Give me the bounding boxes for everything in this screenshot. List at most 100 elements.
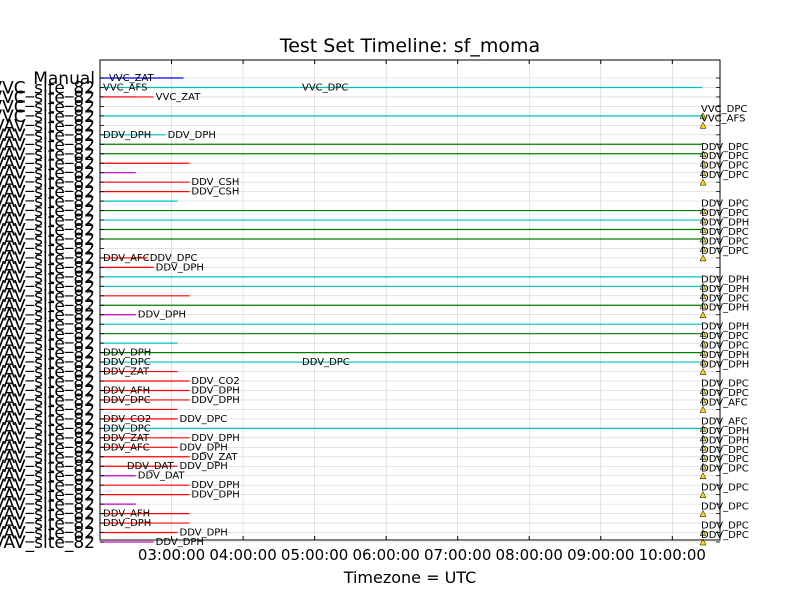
end-marker-triangle <box>699 169 707 176</box>
end-marker-triangle <box>699 528 707 536</box>
y-row-label: VVC_site_82 <box>0 88 95 108</box>
y-row-label: VAV_site_82 <box>0 126 95 146</box>
end-marker-triangle <box>699 358 707 366</box>
end-marker-label: DDV_DPC <box>701 530 749 541</box>
y-row-label: VAV_site_82 <box>0 249 95 269</box>
end-marker-triangle <box>699 282 707 290</box>
y-row-label: VAV_site_82 <box>0 325 95 345</box>
end-marker-label: DDV_DPC <box>701 388 749 399</box>
end-marker-label: DDV_DPC <box>701 483 749 494</box>
task-bars <box>100 77 703 543</box>
y-row-label: VAV_site_82 <box>0 334 95 354</box>
end-marker-label: VVC_AFS <box>701 113 745 124</box>
end-markers: VVC_DPCVVC_AFSDDV_DPCDDV_DPCDDV_DPCDDV_D… <box>699 104 749 546</box>
y-row-label: VAV_site_82 <box>0 457 95 477</box>
end-marker-triangle <box>699 405 707 413</box>
end-marker-triangle <box>699 311 707 318</box>
end-marker-triangle <box>699 424 707 432</box>
end-marker-triangle <box>699 112 707 120</box>
end-marker-label: DDV_DPH <box>701 284 749 295</box>
end-marker-label: VVC_DPC <box>701 104 747 115</box>
y-row-label: VAV_site_82 <box>0 306 95 326</box>
y-row-label: VAV_site_82 <box>0 221 95 241</box>
y-row-label: VAV_site_82 <box>0 211 95 231</box>
y-row-label: VAV_site_82 <box>0 524 95 544</box>
end-marker-triangle <box>699 367 707 375</box>
inline-label: VVC_ZAT <box>109 73 155 84</box>
end-marker-triangle <box>699 301 707 309</box>
inline-label: DDV_DPH <box>103 130 151 141</box>
end-marker-triangle <box>699 254 707 262</box>
end-marker-triangle <box>699 462 707 470</box>
task-label: DDV_DPH <box>180 528 228 539</box>
task-label: DDV_DPC <box>180 414 228 425</box>
inline-label: DDV_AFH <box>103 385 150 396</box>
end-marker-triangle <box>699 386 707 394</box>
end-marker-triangle <box>699 121 707 129</box>
end-marker-label: DDV_DPH <box>701 435 749 446</box>
y-row-label: VAV_site_82 <box>0 116 95 136</box>
inline-label: DDV_DPC <box>103 423 151 434</box>
task-label: DDV_ZAT <box>191 452 238 463</box>
x-tick-label: 08:00:00 <box>496 546 563 564</box>
y-row-label: VAV_site_82 <box>0 277 95 297</box>
y-row-label: Manual <box>33 69 95 89</box>
end-marker-triangle <box>699 292 707 300</box>
task-label: VVC_DPC <box>302 82 348 93</box>
y-row-label: VAV_site_82 <box>0 467 95 487</box>
y-row-label: VAV_site_82 <box>0 363 95 383</box>
end-marker-triangle <box>699 330 707 337</box>
y-row-label: VAV_site_82 <box>0 192 95 212</box>
y-row-label: VAV_site_82 <box>0 135 95 155</box>
task-label: DDV_DPH <box>191 490 239 501</box>
y-row-label: VAV_site_82 <box>0 230 95 250</box>
end-marker-label: DDV_DPC <box>701 227 749 238</box>
inline-label: DDV_AFC <box>103 253 150 264</box>
end-marker-triangle <box>699 159 707 167</box>
end-marker-triangle <box>699 443 707 451</box>
end-marker-triangle <box>699 339 707 347</box>
y-row-label: VAV_site_82 <box>0 400 95 420</box>
x-tick-label: 05:00:00 <box>281 546 348 564</box>
x-tick-label: 04:00:00 <box>209 546 276 564</box>
end-marker-triangle <box>699 150 707 158</box>
inline-label: DDV_AFH <box>103 509 150 520</box>
end-marker-triangle <box>699 538 707 546</box>
y-row-label: VAV_site_82 <box>0 239 95 259</box>
end-marker-label: DDV_DPH <box>701 322 749 333</box>
end-marker-triangle <box>699 235 707 243</box>
task-label: DDV_DPH <box>156 262 204 273</box>
task-label: DDV_DPC <box>150 253 198 264</box>
y-row-label: VAV_site_82 <box>0 353 95 373</box>
task-label: DDV_DPH <box>191 480 239 491</box>
x-tick-label: 03:00:00 <box>138 546 205 564</box>
end-marker-label: DDV_DPC <box>701 151 749 162</box>
end-marker-label: DDV_DPC <box>701 378 749 389</box>
y-row-label: VVC_site_82 <box>0 78 95 98</box>
y-row-label: VAV_site_82 <box>0 296 95 316</box>
x-tick-label: 10:00:00 <box>639 546 706 564</box>
y-row-label: VAV_site_82 <box>0 419 95 439</box>
inline-label: DDV_DPC <box>103 395 151 406</box>
task-label: VVC_ZAT <box>156 92 202 103</box>
y-row-label: VAV_site_82 <box>0 202 95 222</box>
inline-label: DDV_DPH <box>103 348 151 359</box>
inline-label: DDV_DPH <box>103 518 151 529</box>
y-row-label: VAV_site_82 <box>0 315 95 335</box>
end-marker-label: DDV_AFC <box>701 416 748 427</box>
end-marker-triangle <box>699 453 707 461</box>
y-row-label: VVC_site_82 <box>0 107 95 127</box>
y-row-label: VAV_site_82 <box>0 145 95 165</box>
x-tick-label: 09:00:00 <box>567 546 634 564</box>
inline-label: DDV_DAT <box>127 461 175 472</box>
end-marker-label: DDV_DPC <box>701 521 749 532</box>
y-row-label: VAV_site_82 <box>0 533 95 553</box>
chart-title: Test Set Timeline: sf_moma <box>279 35 541 57</box>
y-row-label: VAV_site_82 <box>0 164 95 184</box>
y-row-label: VAV_site_82 <box>0 410 95 430</box>
y-row-label: VAV_site_82 <box>0 391 95 411</box>
end-marker-triangle <box>699 491 707 498</box>
